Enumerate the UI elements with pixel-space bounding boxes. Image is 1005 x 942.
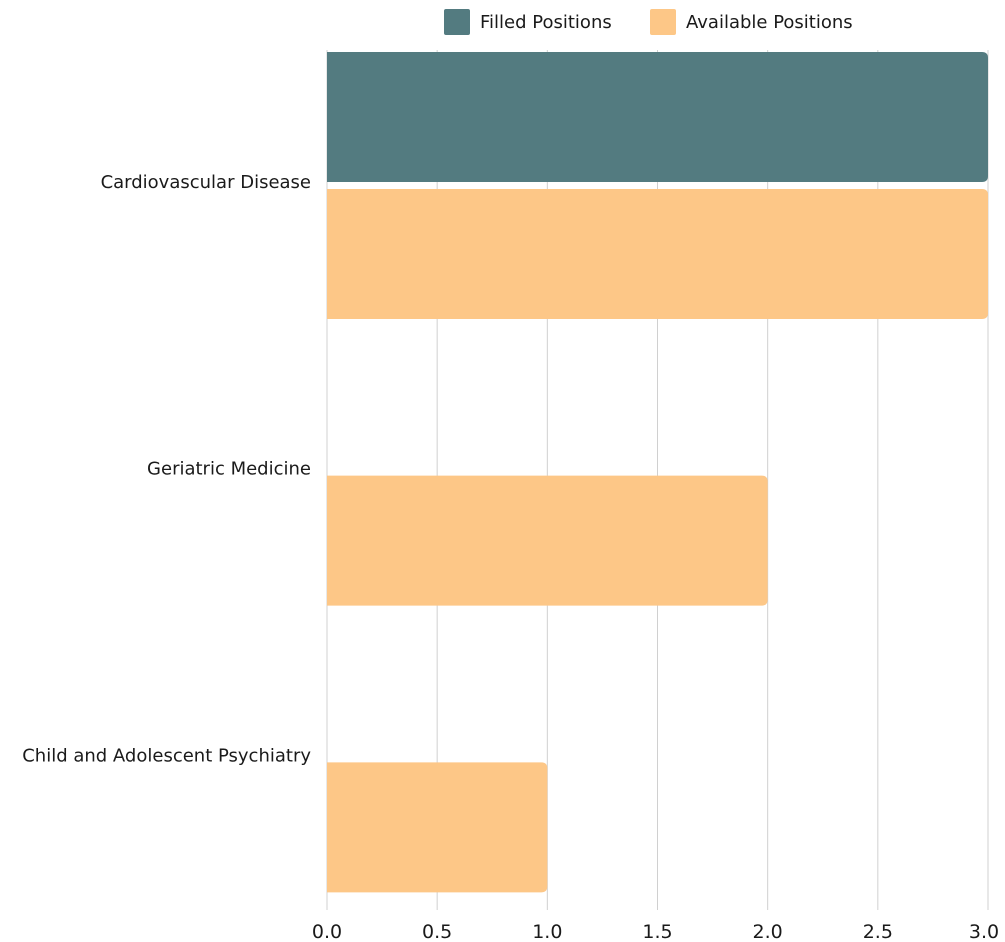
bars — [327, 52, 988, 893]
x-tick-label: 2.0 — [753, 921, 783, 942]
x-tick-label: 0.0 — [312, 921, 342, 942]
chart-legend: Filled Positions Available Positions — [0, 8, 1005, 36]
legend-item-available-positions[interactable]: Available Positions — [650, 8, 853, 36]
bar-available-positions-2[interactable] — [327, 762, 548, 893]
x-tick-label: 1.0 — [532, 921, 562, 942]
bar-available-positions-0[interactable] — [327, 189, 988, 319]
legend-label-available-positions: Available Positions — [686, 11, 853, 33]
x-tick-label: 0.5 — [422, 921, 452, 942]
legend-label-filled-positions: Filled Positions — [480, 11, 612, 33]
x-tick-label: 1.5 — [642, 921, 672, 942]
y-tick-label: Geriatric Medicine — [147, 459, 311, 480]
legend-swatch-available-positions — [650, 9, 676, 35]
bar-available-positions-1[interactable] — [327, 475, 768, 606]
x-axis-labels: 0.0 0.5 1.0 1.5 2.0 2.5 3.0 — [312, 921, 999, 942]
x-tick-label: 3.0 — [969, 921, 999, 942]
legend-swatch-filled-positions — [444, 9, 470, 35]
y-axis-labels: Cardiovascular Disease Geriatric Medicine… — [22, 172, 311, 766]
y-tick-label: Child and Adolescent Psychiatry — [22, 745, 311, 766]
y-tick-label: Cardiovascular Disease — [101, 172, 311, 193]
x-tick-label: 2.5 — [863, 921, 893, 942]
legend-item-filled-positions[interactable]: Filled Positions — [444, 8, 612, 36]
bar-filled-positions-0[interactable] — [327, 52, 988, 182]
